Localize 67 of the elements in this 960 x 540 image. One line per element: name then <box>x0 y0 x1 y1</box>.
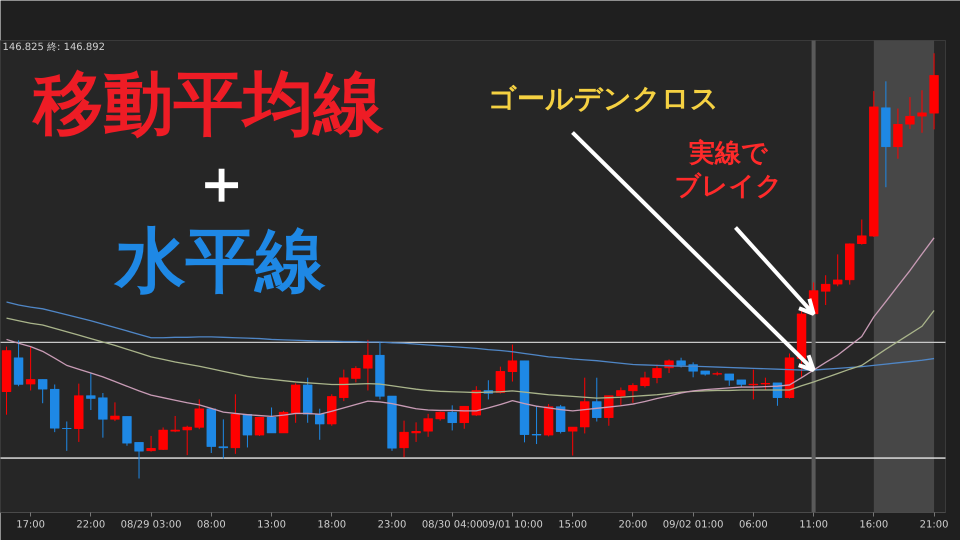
candlestick <box>26 346 36 391</box>
x-tick-label: 09/01 10:00 <box>482 520 543 530</box>
candlestick <box>110 402 120 422</box>
candlestick <box>146 435 156 452</box>
annotation: ＋ <box>192 148 252 218</box>
x-tick-label: 18:00 <box>317 520 346 530</box>
x-tick-label: 20:00 <box>618 520 648 530</box>
candlestick <box>182 425 192 456</box>
candlestick <box>532 405 542 445</box>
candlestick <box>616 386 626 406</box>
candlestick <box>242 414 252 448</box>
candlestick <box>158 426 168 450</box>
annotation: 水平線 <box>114 220 326 302</box>
candlestick <box>748 369 758 400</box>
candlestick <box>339 369 349 402</box>
candlestick <box>278 410 288 434</box>
x-tick-label: 08/30 04:00 <box>422 520 483 530</box>
candlestick <box>628 382 638 404</box>
candlestick <box>592 377 602 422</box>
candlestick <box>62 421 72 452</box>
candlestick <box>460 406 469 430</box>
x-tick-label: 08:00 <box>196 520 226 530</box>
candlestick <box>724 373 734 386</box>
candlestick <box>411 422 421 442</box>
x-tick-label: 22:00 <box>76 520 106 530</box>
candlestick <box>652 364 662 384</box>
candlestick <box>423 413 433 438</box>
candlestick <box>676 357 686 368</box>
candlestick <box>86 372 96 411</box>
x-tick-label: 21:00 <box>920 520 948 530</box>
candlestick <box>508 344 518 382</box>
annotation: 移動平均線 <box>32 62 384 144</box>
candlestick <box>399 420 409 458</box>
candlestick <box>893 108 903 160</box>
candlestick <box>170 415 180 433</box>
x-tick-label: 17:00 <box>16 520 46 530</box>
candlestick <box>568 426 578 456</box>
x-tick-label: 16:00 <box>859 520 888 530</box>
annotation: 実線で <box>688 138 769 168</box>
x-tick-label: 15:00 <box>558 520 588 530</box>
candlestick <box>917 90 927 134</box>
candlestick <box>905 96 915 130</box>
candlestick <box>760 377 770 391</box>
x-tick-label: 09/02 01:00 <box>662 520 724 530</box>
candlestick <box>857 219 866 246</box>
candlestick <box>448 404 457 431</box>
candlestick <box>832 254 842 287</box>
annotation: ゴールデンクロス <box>488 82 719 115</box>
candlestick <box>98 392 108 438</box>
x-tick-label: 06:00 <box>738 520 768 530</box>
candlestick <box>363 339 373 391</box>
x-tick-label: 08/29 03:00 <box>120 520 182 530</box>
x-tick-label: 11:00 <box>799 520 828 530</box>
candlestick <box>820 274 830 306</box>
annotation: ブレイク <box>674 172 782 202</box>
candlestick <box>496 366 506 394</box>
candlestick <box>266 406 276 434</box>
text: 146.825 終: 146.892 <box>2 41 105 53</box>
candlestick <box>134 442 144 479</box>
candlestick <box>351 366 361 383</box>
x-tick-label: 23:00 <box>378 520 406 530</box>
candlestick <box>38 378 48 404</box>
candlestick <box>254 416 264 436</box>
candlestick <box>315 408 324 440</box>
x-tick-label: 13:00 <box>257 520 286 530</box>
candlestick <box>194 398 204 430</box>
candlestick <box>640 371 650 388</box>
